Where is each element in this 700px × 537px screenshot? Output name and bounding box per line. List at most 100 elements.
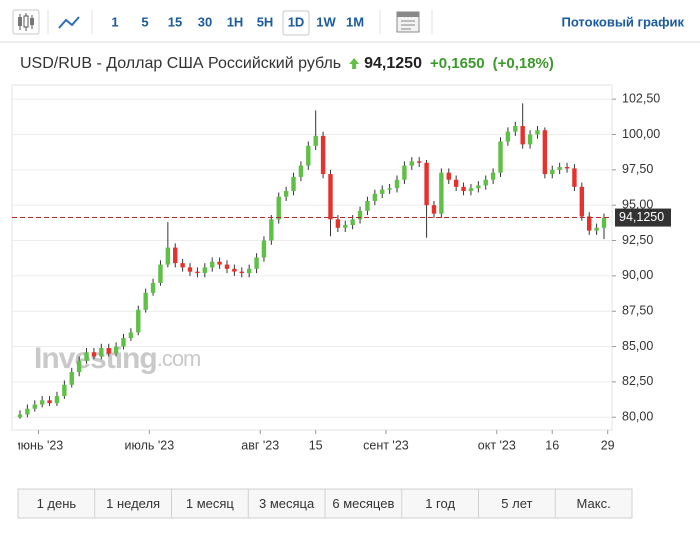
candle-body	[328, 174, 333, 220]
candle-body	[136, 309, 141, 333]
candle-body	[121, 338, 126, 347]
y-tick-label: 90,00	[622, 268, 653, 282]
candle-body	[335, 219, 341, 228]
icon-part	[30, 18, 34, 25]
y-tick-label: 85,00	[622, 339, 653, 353]
up-arrow	[349, 58, 360, 69]
candle-body	[254, 257, 259, 269]
last-price: 94,1250	[364, 55, 422, 72]
interval-button[interactable]: 5	[141, 14, 148, 29]
candle-body	[113, 346, 119, 354]
candle-body	[483, 179, 488, 186]
current-price-label: 94,1250	[619, 210, 664, 224]
candle-body	[195, 271, 200, 274]
candle-body	[446, 172, 451, 180]
x-label-mask-left	[0, 432, 18, 456]
interval-button[interactable]: 1H	[227, 14, 244, 29]
candle-body	[69, 372, 74, 385]
range-button[interactable]: 1 год	[425, 496, 455, 511]
range-button[interactable]: 3 месяца	[259, 496, 315, 511]
x-tick-label: июль '23	[125, 438, 175, 452]
candle-body	[180, 263, 185, 268]
candle-body	[365, 200, 370, 211]
candle-body	[291, 176, 296, 192]
candle-body	[128, 332, 134, 339]
candle-body	[17, 414, 23, 418]
chart-type-line-icon[interactable]	[58, 16, 80, 29]
interval-button[interactable]: 15	[168, 14, 182, 29]
candle-body	[224, 264, 230, 269]
candle-body	[202, 267, 208, 274]
candle-body	[372, 193, 378, 201]
candle-body	[313, 135, 318, 146]
stream-chart-link[interactable]: Потоковый график	[561, 14, 684, 29]
candle-body	[579, 186, 585, 217]
x-tick-label: 15	[309, 438, 323, 452]
candle-body	[261, 240, 267, 258]
candle-body	[490, 172, 496, 180]
candle-body	[106, 347, 111, 354]
watermark-suffix: .com	[157, 346, 201, 371]
candle-body	[187, 267, 193, 272]
candle-body	[99, 347, 104, 357]
candle-body	[601, 217, 607, 228]
candle-body	[453, 179, 459, 187]
x-tick-label: сент '23	[363, 438, 409, 452]
candle-body	[380, 189, 385, 194]
icon-part	[397, 12, 419, 17]
chart-type-candle-icon[interactable]	[12, 9, 40, 35]
range-button[interactable]: 1 неделя	[106, 496, 160, 511]
interval-button[interactable]: 5H	[257, 14, 274, 29]
range-button[interactable]: Макс.	[577, 496, 611, 511]
candle-body	[409, 161, 414, 166]
candle-body	[306, 145, 311, 166]
x-tick-label: июнь '23	[14, 438, 64, 452]
candle-body	[343, 224, 348, 228]
candle-body	[535, 130, 540, 135]
range-button[interactable]: 1 месяц	[186, 496, 235, 511]
candle-body	[505, 131, 511, 142]
plot-area	[11, 84, 613, 431]
candle-body	[239, 271, 244, 274]
interval-button[interactable]: 30	[198, 14, 212, 29]
interval-button[interactable]: 1	[111, 14, 118, 29]
candle-body	[557, 167, 562, 170]
candle-body	[165, 247, 171, 265]
candle-body	[550, 169, 555, 175]
candle-body	[461, 186, 466, 192]
y-tick-label: 100,00	[622, 127, 660, 141]
y-tick-label: 102,50	[622, 91, 660, 105]
current-price-box	[615, 208, 671, 227]
icon-part	[23, 15, 29, 28]
candle-body	[468, 188, 474, 192]
price-change-percent: (+0,18%)	[493, 55, 554, 72]
candle-body	[158, 264, 163, 283]
candle-body	[47, 400, 52, 404]
candle-body	[476, 185, 481, 189]
instrument-title: USD/RUB - Доллар США Российский рубль	[20, 55, 341, 72]
candle-body	[269, 219, 274, 241]
indicators-icon[interactable]	[396, 11, 420, 33]
range-button[interactable]: 6 месяцев	[332, 496, 394, 511]
interval-button[interactable]: 1D	[288, 14, 305, 29]
candle-body	[350, 219, 355, 225]
candle-body	[527, 134, 533, 145]
y-tick-label: 92,50	[622, 233, 653, 247]
interval-button[interactable]: 1W	[316, 14, 336, 29]
y-tick-label: 80,00	[622, 410, 653, 424]
y-tick-label: 95,00	[622, 197, 653, 211]
x-tick-label: окт '23	[478, 438, 516, 452]
icon-part	[18, 17, 22, 26]
candle-body	[232, 268, 237, 272]
range-button[interactable]: 5 лет	[501, 496, 532, 511]
interval-selected-box	[282, 10, 310, 36]
range-button[interactable]: 1 день	[37, 496, 77, 511]
candle-body	[402, 165, 407, 180]
interval-button[interactable]: 1M	[346, 14, 364, 29]
x-tick-label: авг '23	[241, 438, 279, 452]
candle-body	[84, 352, 89, 361]
x-tick-label: 16	[545, 438, 559, 452]
candle-body	[276, 196, 281, 220]
